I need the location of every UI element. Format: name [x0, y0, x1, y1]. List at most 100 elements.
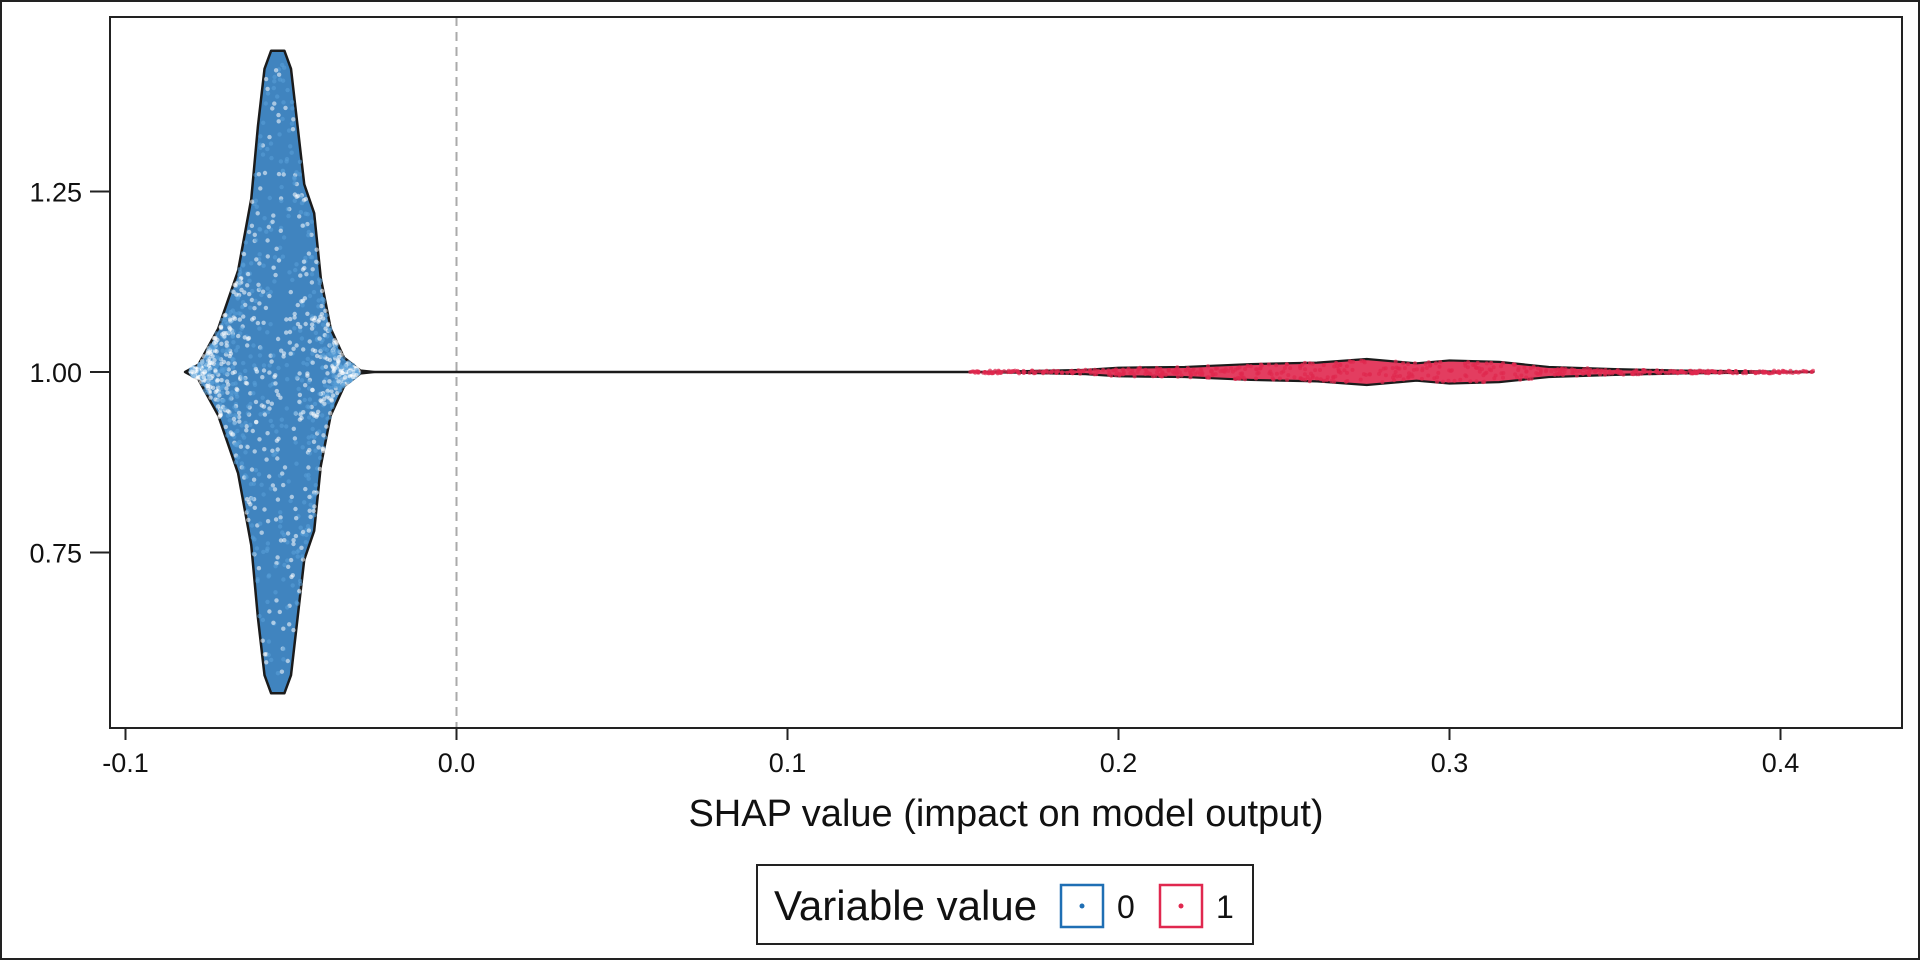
series-0-point — [252, 363, 257, 368]
series-0-point — [313, 448, 318, 453]
series-0-point — [259, 292, 264, 298]
series-1-point — [1302, 360, 1307, 365]
series-0-point — [250, 199, 255, 204]
series-1-point — [1788, 368, 1793, 373]
series-0-point — [265, 86, 270, 92]
series-1-point — [1121, 371, 1126, 376]
series-0-point — [306, 233, 311, 238]
series-1-point — [1435, 375, 1440, 380]
series-0-point — [245, 444, 250, 450]
series-1-point — [1271, 377, 1276, 382]
series-0-point — [295, 601, 300, 606]
series-0-point — [306, 229, 311, 235]
series-1-point — [1603, 371, 1608, 376]
series-1-point — [1027, 370, 1032, 375]
series-0-point — [297, 392, 303, 398]
series-1-point — [1143, 372, 1148, 376]
series-0-point — [333, 383, 338, 389]
series-0-point — [281, 646, 286, 652]
series-1-point — [1491, 365, 1496, 370]
series-0-point — [239, 326, 244, 331]
series-0-point — [236, 278, 242, 283]
series-1-point — [1281, 369, 1286, 374]
series-1-point — [1526, 377, 1531, 381]
series-0-point — [204, 355, 209, 361]
series-1-point — [1114, 367, 1118, 372]
x-tick-label: 0.4 — [1762, 748, 1800, 778]
series-1-point — [1474, 379, 1479, 384]
series-0-point — [308, 254, 313, 260]
series-0-point — [297, 159, 303, 164]
series-0-point — [306, 528, 312, 533]
series-0-point — [210, 365, 215, 370]
series-0-point — [313, 492, 318, 497]
series-0-point — [299, 378, 305, 383]
series-1-point — [1300, 377, 1305, 382]
series-0-point — [207, 360, 213, 365]
series-0-point — [267, 293, 272, 299]
series-1-point — [1394, 365, 1399, 370]
series-0-point — [295, 302, 300, 308]
series-0-point — [268, 418, 273, 424]
series-0-point — [284, 317, 289, 322]
series-0-point — [274, 388, 279, 394]
series-0-point — [272, 255, 278, 260]
series-0-point — [267, 609, 272, 614]
series-0-point — [320, 322, 326, 327]
series-0-point — [244, 474, 249, 480]
series-0-point — [308, 514, 313, 520]
series-1-point — [1286, 373, 1291, 378]
series-0-point — [306, 379, 312, 385]
series-0-point — [347, 361, 352, 366]
series-1-point — [1383, 366, 1388, 371]
legend-key-point-1 — [1178, 903, 1184, 909]
series-0-point — [285, 377, 290, 382]
series-0-point — [220, 348, 225, 353]
series-1-point — [1648, 369, 1652, 374]
series-0-point — [288, 289, 293, 295]
series-0-point — [263, 76, 269, 82]
series-0-point — [262, 170, 268, 176]
series-0-point — [213, 389, 218, 395]
series-0-point — [207, 375, 212, 380]
series-0-point — [219, 377, 224, 383]
series-0-point — [307, 508, 312, 513]
series-1-point — [1753, 370, 1758, 375]
series-0-point — [293, 267, 298, 273]
series-0-point — [230, 370, 235, 376]
series-0-point — [281, 657, 286, 662]
series-0-point — [274, 246, 279, 251]
series-0-point — [297, 371, 302, 376]
series-0-point — [316, 429, 322, 434]
series-0-point — [266, 224, 271, 230]
series-1-point — [1426, 360, 1431, 365]
series-1-point — [1477, 369, 1482, 374]
series-0-point — [255, 211, 260, 216]
series-0-points — [188, 62, 361, 676]
series-0-point — [213, 336, 218, 341]
series-1-point — [1406, 375, 1411, 380]
series-0-point — [292, 326, 297, 331]
series-0-point — [250, 317, 255, 322]
series-0-point — [231, 315, 236, 320]
series-0-point — [228, 396, 233, 402]
series-1-point — [1255, 371, 1260, 376]
series-0-point — [281, 532, 287, 538]
series-0-point — [265, 519, 271, 524]
series-0-point — [259, 403, 264, 408]
series-0-point — [289, 121, 295, 126]
series-1-point — [1435, 379, 1439, 384]
series-0-point — [228, 412, 233, 418]
series-1-point — [1516, 366, 1521, 371]
series-1-point — [1464, 374, 1469, 379]
series-0-point — [231, 329, 236, 334]
series-0-point — [278, 228, 283, 233]
series-0-point — [279, 184, 284, 190]
series-1-point — [1107, 372, 1112, 377]
series-1-point — [1051, 368, 1056, 373]
series-0-point — [292, 315, 297, 320]
series-0-point — [310, 351, 315, 356]
series-0-point — [290, 277, 295, 283]
series-1-point — [1473, 365, 1478, 370]
